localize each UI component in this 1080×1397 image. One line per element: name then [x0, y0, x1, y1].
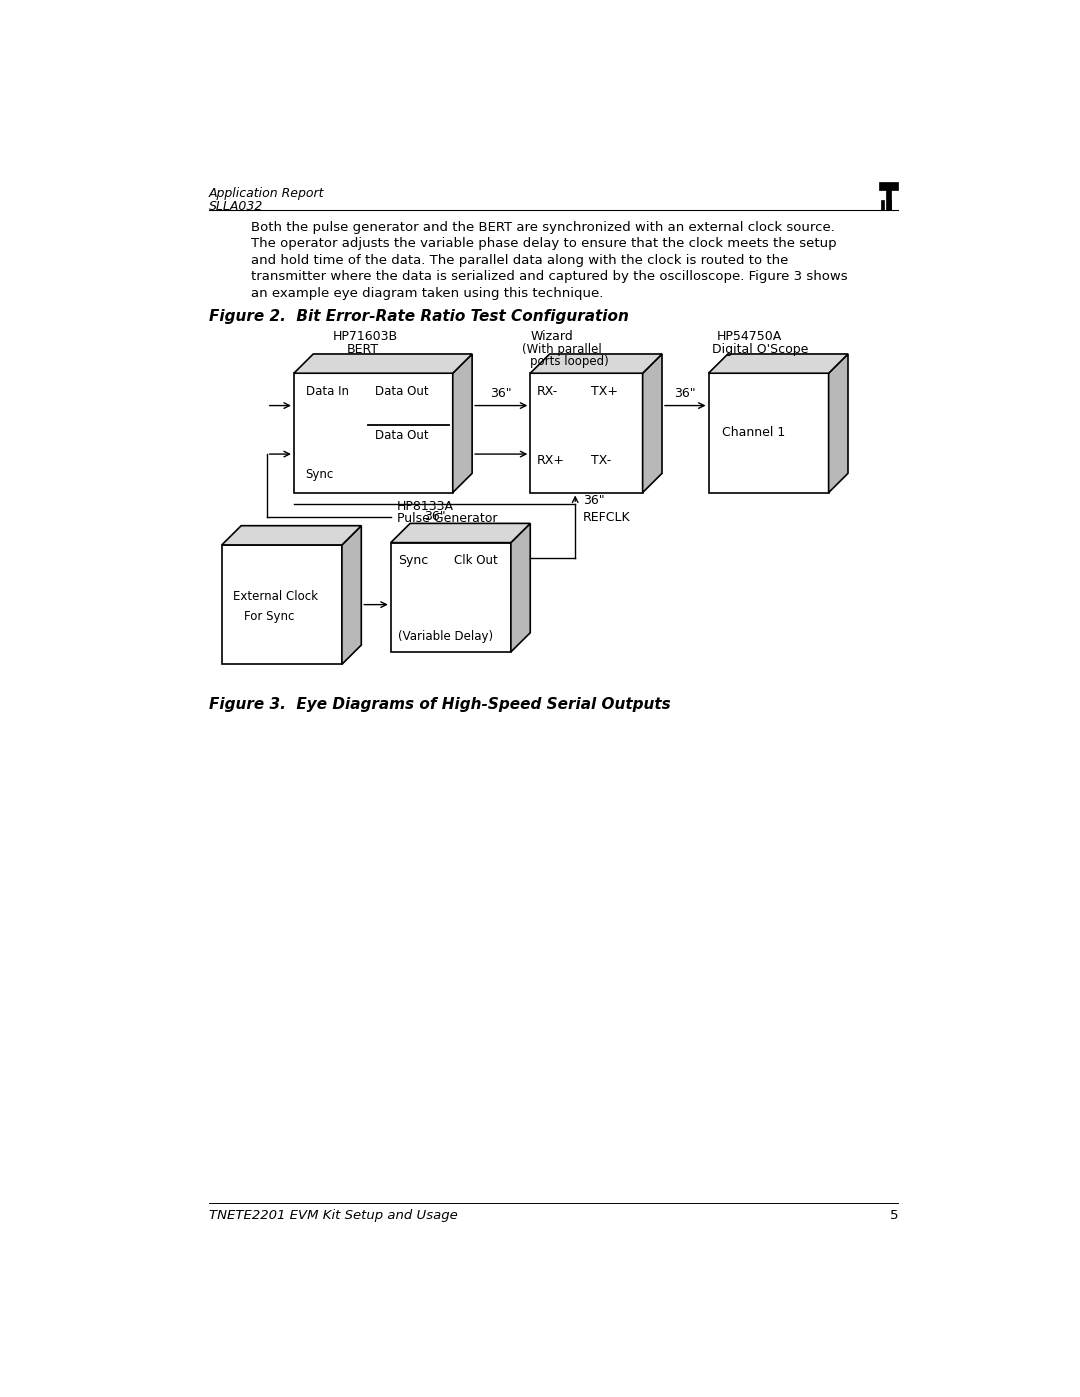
Text: Pulse Generator: Pulse Generator — [397, 511, 498, 525]
Text: 36": 36" — [490, 387, 512, 400]
Text: Channel 1: Channel 1 — [723, 426, 786, 440]
Text: Data Out: Data Out — [375, 429, 429, 443]
Text: RX-: RX- — [537, 384, 557, 398]
Polygon shape — [879, 182, 899, 210]
Text: Figure 3.  Eye Diagrams of High-Speed Serial Outputs: Figure 3. Eye Diagrams of High-Speed Ser… — [208, 697, 671, 711]
Text: Application Report: Application Report — [208, 187, 324, 200]
Text: HP54750A: HP54750A — [716, 330, 782, 344]
Text: BERT: BERT — [347, 342, 379, 355]
Polygon shape — [643, 353, 662, 493]
Polygon shape — [294, 353, 472, 373]
Polygon shape — [708, 353, 848, 373]
Text: Digital O'Scope: Digital O'Scope — [713, 342, 809, 355]
Text: Data In: Data In — [306, 384, 349, 398]
Text: For Sync: For Sync — [243, 609, 294, 623]
Text: TX+: TX+ — [591, 384, 618, 398]
Polygon shape — [511, 524, 530, 652]
Text: Wizard: Wizard — [530, 330, 573, 344]
Text: Sync: Sync — [399, 555, 429, 567]
Text: Clk Out: Clk Out — [455, 555, 498, 567]
Polygon shape — [221, 525, 362, 545]
Text: an example eye diagram taken using this technique.: an example eye diagram taken using this … — [252, 286, 604, 300]
Text: The operator adjusts the variable phase delay to ensure that the clock meets the: The operator adjusts the variable phase … — [252, 237, 837, 250]
Text: HP71603B: HP71603B — [333, 330, 397, 344]
Text: SLLA032: SLLA032 — [208, 200, 264, 212]
Polygon shape — [294, 373, 453, 493]
Text: 36": 36" — [423, 510, 445, 522]
Polygon shape — [530, 373, 643, 493]
Text: RX+: RX+ — [537, 454, 565, 467]
Polygon shape — [530, 353, 662, 373]
Text: (With parallel: (With parallel — [523, 342, 603, 355]
Polygon shape — [391, 524, 530, 542]
Polygon shape — [828, 353, 848, 493]
Polygon shape — [342, 525, 362, 665]
Text: HP8133A: HP8133A — [397, 500, 454, 513]
Text: ports looped): ports looped) — [530, 355, 609, 367]
Text: Figure 2.  Bit Error-Rate Ratio Test Configuration: Figure 2. Bit Error-Rate Ratio Test Conf… — [208, 309, 629, 324]
Text: (Variable Delay): (Variable Delay) — [399, 630, 494, 644]
Text: REFCLK: REFCLK — [583, 511, 631, 524]
Text: 36": 36" — [583, 493, 605, 507]
Text: TX-: TX- — [591, 454, 611, 467]
Text: 36": 36" — [674, 387, 697, 400]
Polygon shape — [453, 353, 472, 493]
Text: Sync: Sync — [306, 468, 334, 481]
Polygon shape — [391, 542, 511, 652]
Text: Both the pulse generator and the BERT are synchronized with an external clock so: Both the pulse generator and the BERT ar… — [252, 221, 835, 233]
Text: transmitter where the data is serialized and captured by the oscilloscope. Figur: transmitter where the data is serialized… — [252, 271, 848, 284]
Polygon shape — [708, 373, 828, 493]
Text: TNETE2201 EVM Kit Setup and Usage: TNETE2201 EVM Kit Setup and Usage — [208, 1210, 457, 1222]
Polygon shape — [221, 545, 342, 665]
Text: 5: 5 — [890, 1210, 899, 1222]
Polygon shape — [881, 200, 883, 210]
Text: External Clock: External Clock — [233, 591, 319, 604]
Text: Data Out: Data Out — [375, 384, 429, 398]
Polygon shape — [889, 200, 891, 210]
Text: and hold time of the data. The parallel data along with the clock is routed to t: and hold time of the data. The parallel … — [252, 254, 788, 267]
